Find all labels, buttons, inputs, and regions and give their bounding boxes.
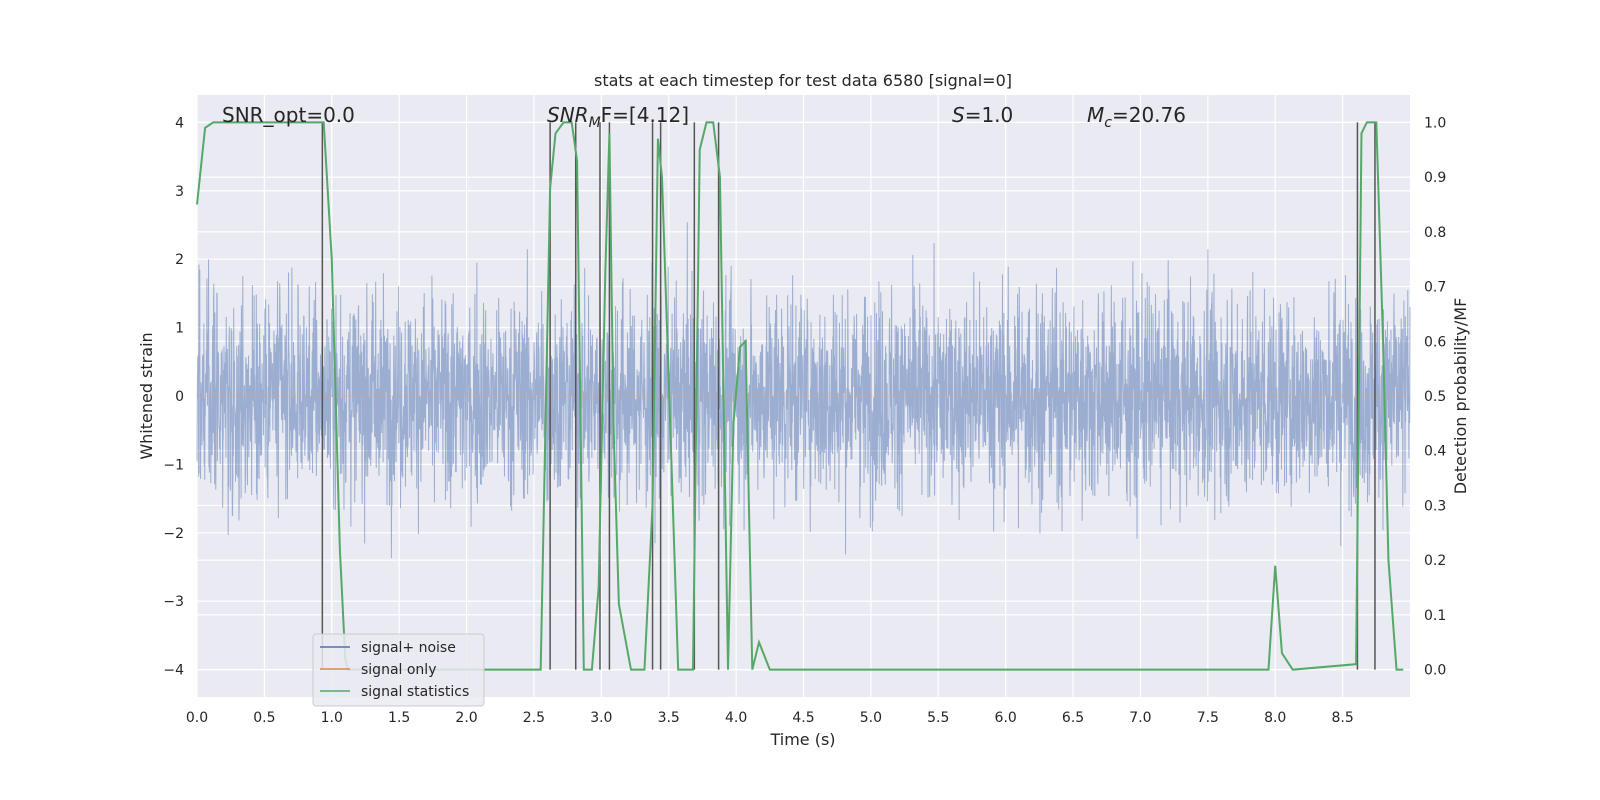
annotation-mc-sub: c: [1104, 115, 1112, 131]
annotation-snr-mf-sub: M: [589, 115, 601, 131]
annotation-s-main: S: [952, 103, 965, 127]
y-left-tick-label-4: 0: [175, 389, 184, 405]
x-tick-label-1: 0.5: [253, 710, 275, 726]
y-left-tick-labels: 4 3 2 1 0 −1 −2 −3 −4: [163, 115, 184, 678]
x-tick-label-6: 3.0: [590, 710, 612, 726]
x-tick-label-4: 2.0: [455, 710, 477, 726]
y-right-tick-label-2: 0.8: [1424, 225, 1446, 241]
y-left-tick-label-0: 4: [175, 115, 184, 131]
annotation-snr-mf-main: SNR: [547, 103, 589, 127]
y-right-tick-label-6: 0.4: [1424, 444, 1446, 460]
legend-label-signal-only: signal only: [361, 662, 436, 678]
x-tick-label-7: 3.5: [658, 710, 680, 726]
y-right-tick-label-9: 0.1: [1424, 608, 1446, 624]
y-left-tick-label-6: −2: [163, 526, 184, 542]
annotation-snr-mf-rest: F=[4.12]: [601, 103, 689, 127]
legend-box: [312, 633, 485, 707]
x-tick-label-2: 1.0: [321, 710, 343, 726]
legend-label-signal-plus-noise: signal+ noise: [361, 640, 456, 656]
x-tick-label-9: 4.5: [792, 710, 814, 726]
y-left-tick-label-7: −3: [163, 594, 184, 610]
y-right-axis-label: Detection probability/MF: [1451, 298, 1470, 495]
x-tick-label-3: 1.5: [388, 710, 410, 726]
y-right-tick-label-0: 1.0: [1424, 115, 1446, 131]
annotation-mc: Mc=20.76: [1087, 103, 1186, 131]
x-tick-label-14: 7.0: [1129, 710, 1151, 726]
y-left-tick-label-2: 2: [175, 252, 184, 268]
y-left-tick-label-1: 3: [175, 184, 184, 200]
y-left-tick-label-8: −4: [163, 663, 184, 679]
annotation-mc-rest: =20.76: [1112, 103, 1186, 127]
chart-title: stats at each timestep for test data 658…: [594, 71, 1012, 90]
legend: signal+ noise signal only signal statist…: [312, 633, 485, 707]
series-signal-plus-noise: [196, 222, 1411, 559]
x-tick-label-13: 6.5: [1062, 710, 1084, 726]
y-right-tick-label-10: 0.0: [1424, 663, 1446, 679]
y-right-tick-label-5: 0.5: [1424, 389, 1446, 405]
x-tick-label-5: 2.5: [523, 710, 545, 726]
x-axis-label: Time (s): [769, 730, 835, 749]
y-right-tick-label-7: 0.3: [1424, 498, 1446, 514]
y-left-axis-label: Whitened strain: [137, 332, 156, 459]
x-tick-label-10: 5.0: [860, 710, 882, 726]
annotation-snr-mf: SNRMF=[4.12]: [547, 103, 689, 131]
noise-trace: [196, 222, 1411, 559]
annotation-snr-opt: SNR_opt=0.0: [222, 103, 355, 127]
x-tick-label-11: 5.5: [927, 710, 949, 726]
x-tick-label-16: 8.0: [1264, 710, 1286, 726]
x-tick-label-0: 0.0: [186, 710, 208, 726]
x-tick-label-12: 6.0: [995, 710, 1017, 726]
legend-label-signal-statistics: signal statistics: [361, 684, 469, 700]
annotation-s-rest: =1.0: [965, 103, 1014, 127]
y-right-tick-label-3: 0.7: [1424, 280, 1446, 296]
x-tick-labels: 0.0 0.5 1.0 1.5 2.0 2.5 3.0 3.5 4.0 4.5 5.0 5.5 6.0 6…: [186, 710, 1354, 726]
y-right-tick-label-1: 0.9: [1424, 170, 1446, 186]
y-right-tick-labels: 1.0 0.9 0.8 0.7 0.6 0.5 0.4 0.3 0.2 0.1 0.0: [1424, 115, 1446, 678]
y-right-tick-label-8: 0.2: [1424, 553, 1446, 569]
vertical-markers: [321, 122, 1376, 670]
y-right-tick-label-4: 0.6: [1424, 334, 1446, 350]
y-left-tick-label-5: −1: [163, 457, 184, 473]
annotation-s: S=1.0: [952, 103, 1013, 127]
x-tick-label-17: 8.5: [1331, 710, 1353, 726]
annotation-mc-main: M: [1087, 103, 1104, 127]
x-tick-label-8: 4.0: [725, 710, 747, 726]
y-left-tick-label-3: 1: [175, 321, 184, 337]
x-tick-label-15: 7.5: [1197, 710, 1219, 726]
